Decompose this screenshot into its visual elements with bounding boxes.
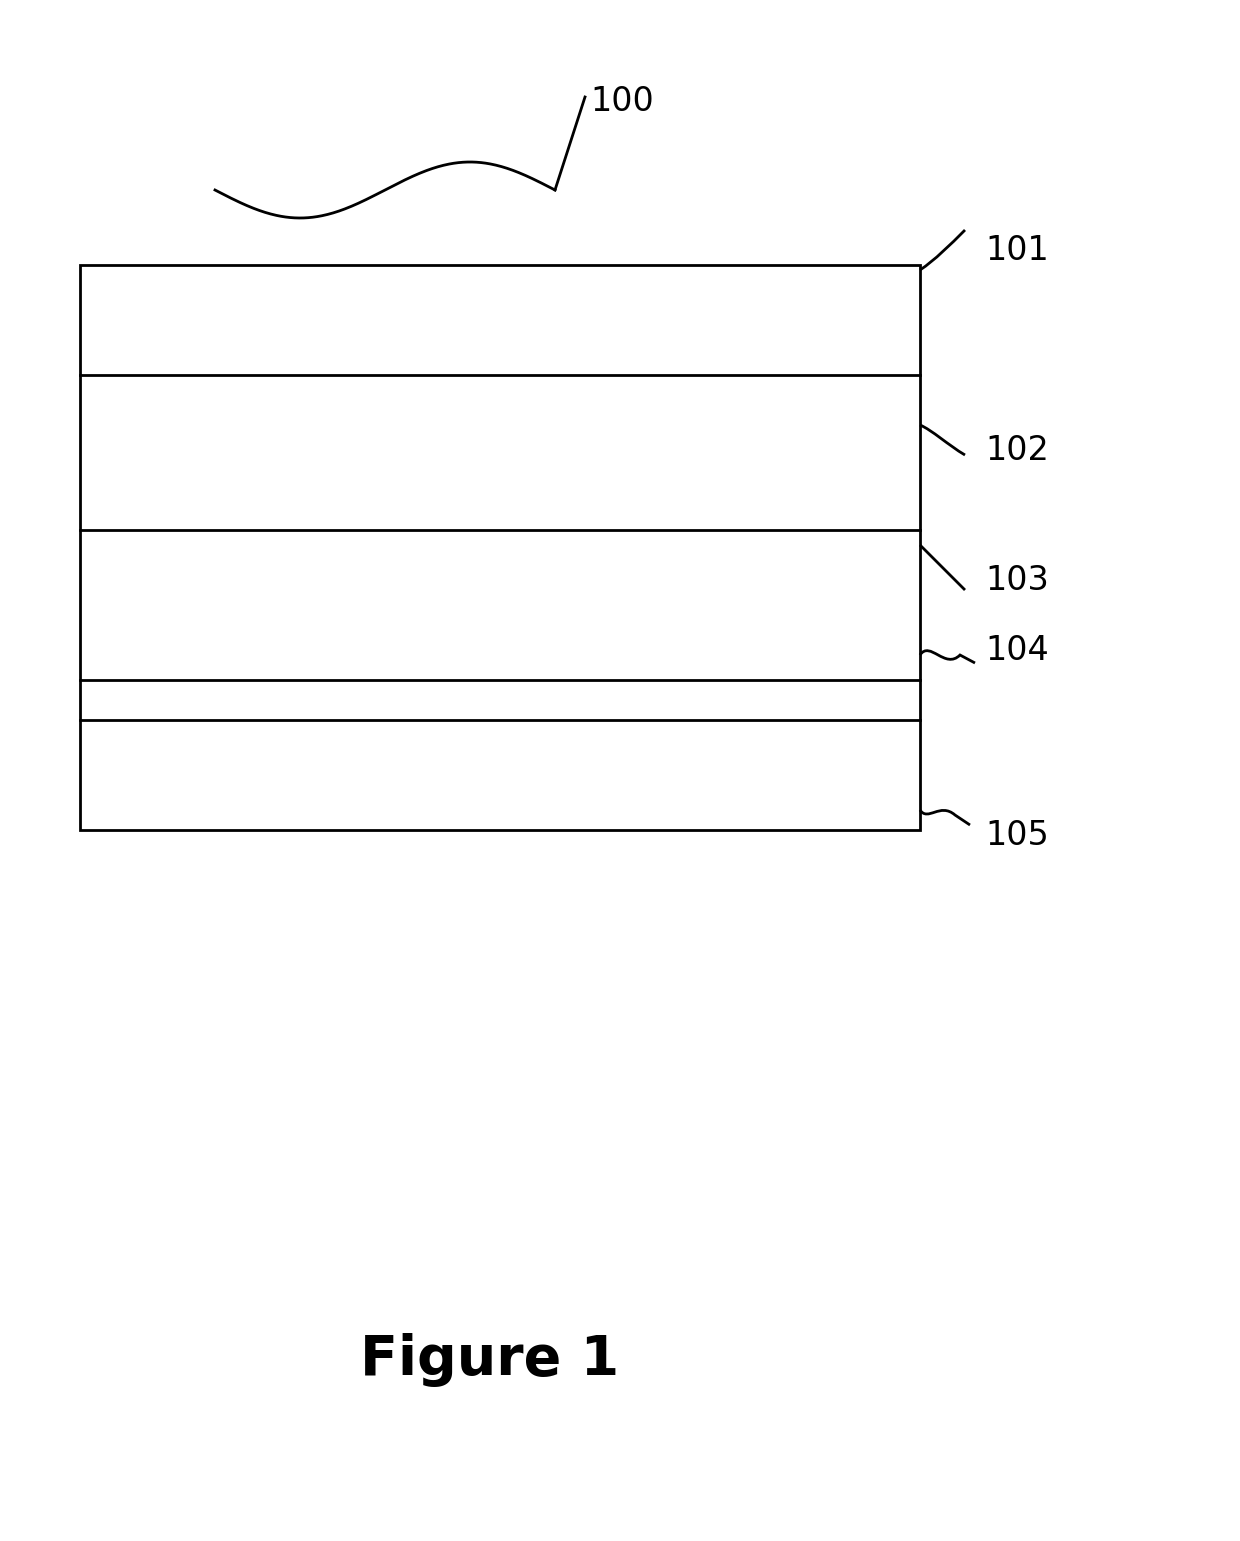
Text: Figure 1: Figure 1 — [361, 1333, 620, 1387]
Bar — [81, 265, 920, 831]
Text: 101: 101 — [985, 234, 1049, 267]
Text: 103: 103 — [985, 564, 1049, 596]
Text: 100: 100 — [590, 85, 653, 119]
Text: 105: 105 — [985, 818, 1049, 852]
Text: 102: 102 — [985, 433, 1049, 467]
Text: 104: 104 — [985, 633, 1049, 667]
